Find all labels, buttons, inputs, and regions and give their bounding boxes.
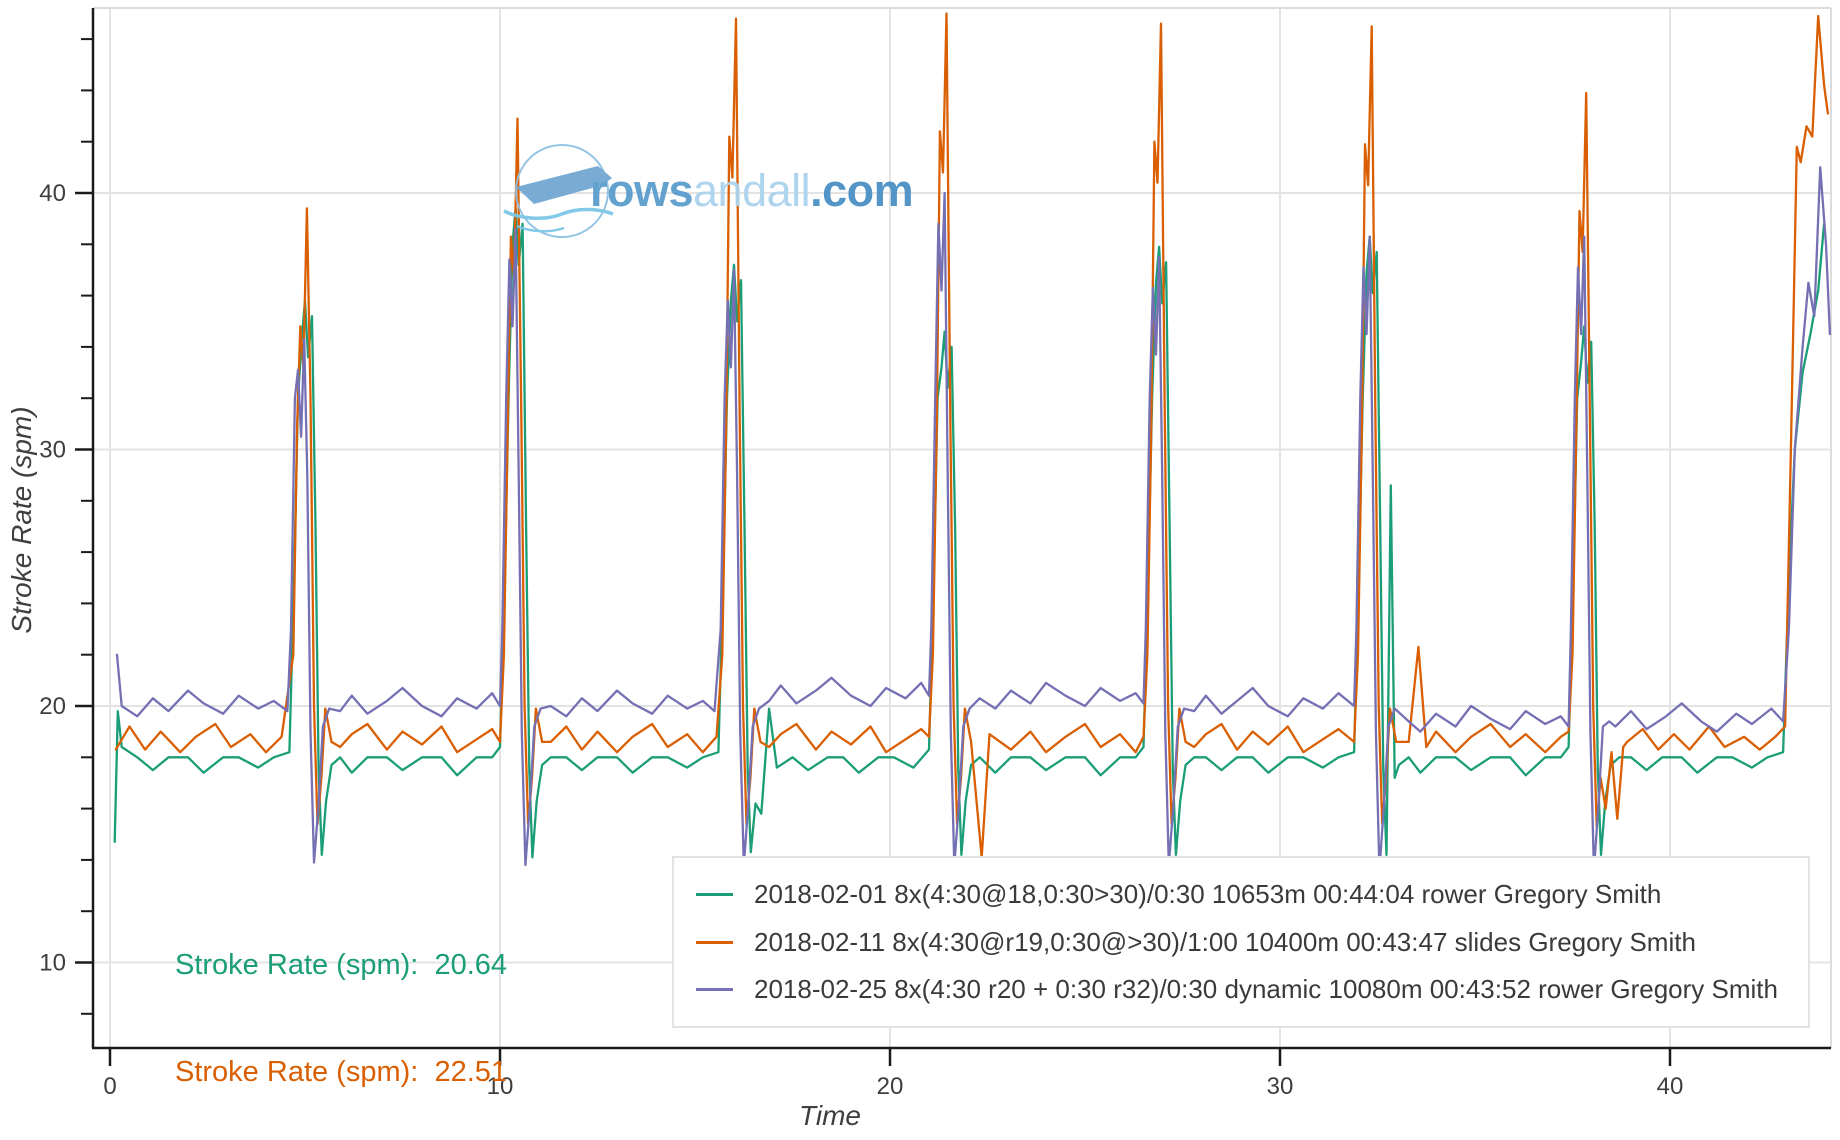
legend-label-3: 2018-02-25 8x(4:30 r20 + 0:30 r32)/0:30 …: [754, 974, 1778, 1005]
legend: 2018-02-01 8x(4:30@18,0:30>30)/0:30 1065…: [672, 856, 1810, 1028]
x-tick-label: 10: [487, 1073, 514, 1100]
y-tick-label: 30: [39, 437, 66, 464]
logo-text-andall: andall: [693, 165, 810, 216]
axis-ticks: [75, 38, 1672, 1066]
x-axis-title: Time: [799, 1100, 861, 1131]
x-tick-label: 30: [1267, 1073, 1294, 1100]
legend-item-2: 2018-02-11 8x(4:30@r19,0:30@>30)/1:00 10…: [674, 927, 1808, 958]
mean-annotation-orange: Stroke Rate (spm): 22.51: [175, 1055, 508, 1088]
series-line-1: [113, 207, 1826, 859]
legend-swatch-orange: [696, 940, 733, 944]
logo-wordmark: rowsandall.com: [590, 165, 913, 216]
legend-swatch-purple: [696, 988, 733, 992]
y-axis-title: Stroke Rate (spm): [6, 406, 37, 634]
logo-wave2-icon: [516, 224, 565, 233]
legend-item-3: 2018-02-25 8x(4:30 r20 + 0:30 r32)/0:30 …: [674, 974, 1808, 1005]
watermark-logo: rowsandall.com: [503, 144, 914, 238]
logo-text-rows: rows: [590, 165, 693, 216]
logo-wave-icon: [503, 207, 614, 220]
axis-tick-labels: 10 20 30 40 0 10 20 30 40: [39, 180, 1683, 1100]
legend-swatch-green: [696, 892, 733, 896]
logo-circle-icon: [515, 144, 609, 238]
series-line-3: [115, 166, 1832, 872]
legend-label-2: 2018-02-11 8x(4:30@r19,0:30@>30)/1:00 10…: [754, 926, 1696, 957]
x-tick-label: 20: [877, 1073, 904, 1100]
y-tick-label: 20: [39, 693, 66, 720]
legend-label-1: 2018-02-01 8x(4:30@18,0:30>30)/0:30 1065…: [754, 878, 1662, 909]
y-tick-label: 10: [39, 950, 66, 977]
series-line-2: [114, 12, 1830, 859]
logo-boat-hull-icon: [516, 166, 612, 204]
mean-annotations: Stroke Rate (spm): 20.64 Stroke Rate (sp…: [175, 877, 507, 1140]
mean-annotation-green: Stroke Rate (spm): 20.64: [175, 949, 508, 981]
y-tick-label: 40: [39, 180, 66, 207]
logo-text-com: .com: [810, 165, 913, 216]
legend-item-1: 2018-02-01 8x(4:30@18,0:30>30)/0:30 1065…: [674, 879, 1808, 910]
data-series-lines: [113, 12, 1832, 872]
x-tick-label: 0: [103, 1073, 116, 1100]
x-tick-label: 40: [1657, 1073, 1684, 1100]
